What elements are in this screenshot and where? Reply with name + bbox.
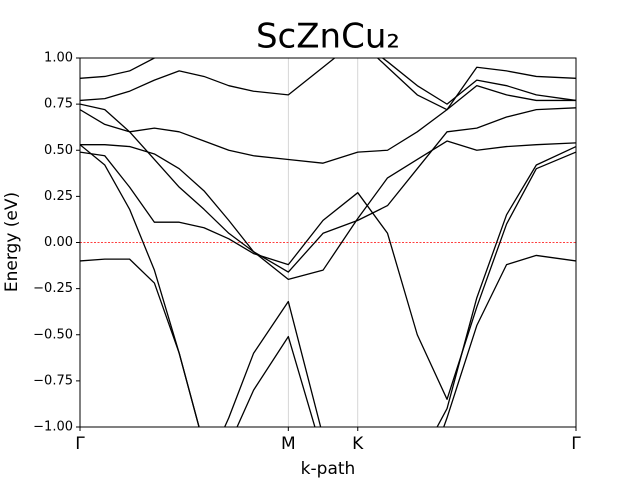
chart-title: ScZnCu₂ <box>256 17 400 57</box>
band-line <box>80 58 576 111</box>
band-line <box>80 254 576 427</box>
x-tick-label: Γ <box>75 434 85 454</box>
x-tick-label: K <box>352 434 364 454</box>
y-tick-label: 0.25 <box>44 189 73 204</box>
band-line <box>80 58 576 105</box>
band-line <box>80 103 576 273</box>
y-tick-label: 1.00 <box>44 51 73 66</box>
y-tick-label: 0.75 <box>44 97 73 112</box>
x-axis-label: k-path <box>301 459 356 479</box>
y-tick-label: 0.50 <box>44 143 73 158</box>
y-tick-label: −1.00 <box>33 420 73 435</box>
x-tick-label: Γ <box>571 434 581 454</box>
band-line <box>80 151 576 400</box>
band-line <box>80 144 576 427</box>
band-line <box>80 140 576 281</box>
band-line <box>236 335 316 427</box>
y-tick-label: −0.75 <box>33 373 73 388</box>
plot-frame <box>79 57 577 428</box>
band-line <box>80 85 576 164</box>
x-tick-label: M <box>281 434 296 454</box>
y-tick-label: 0.00 <box>44 235 73 250</box>
y-tick-label: −0.50 <box>33 327 73 342</box>
bands <box>80 58 576 427</box>
y-axis-label: Energy (eV) <box>2 192 22 292</box>
y-tick-label: −0.25 <box>33 281 73 296</box>
band-line <box>223 300 322 427</box>
